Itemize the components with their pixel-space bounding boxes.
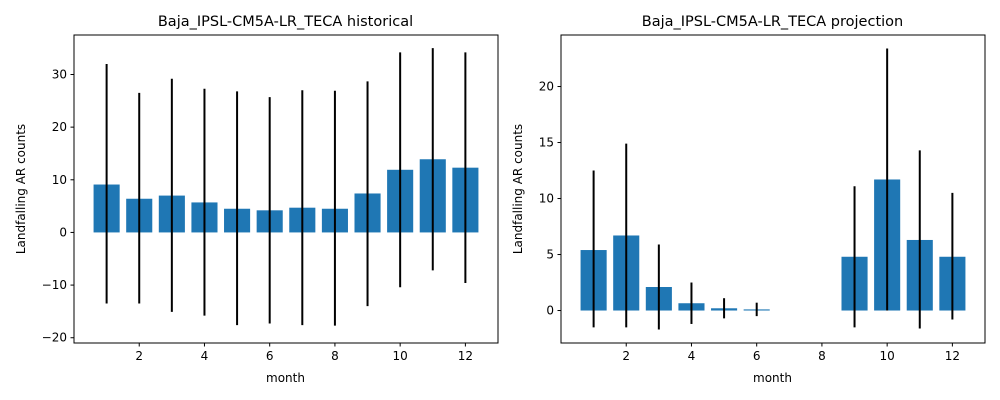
chart-historical: Baja_IPSL-CM5A-LR_TECA historical month … (14, 14, 499, 385)
y-tick-label: 10 (539, 192, 554, 206)
plot-area: 2 4 6 8 10 12 0 5 10 15 20 (539, 34, 986, 363)
y-tick-label: 20 (52, 120, 67, 134)
x-tick-label: 10 (393, 349, 408, 363)
x-tick-label: 8 (818, 349, 826, 363)
x-axis-label: month (266, 371, 305, 385)
x-tick-label: 2 (135, 349, 143, 363)
chart-title: Baja_IPSL-CM5A-LR_TECA projection (642, 14, 903, 30)
y-tick-label: 15 (539, 136, 554, 150)
y-tick-label: 5 (546, 248, 554, 262)
chart-projection: Baja_IPSL-CM5A-LR_TECA projection month … (511, 14, 986, 385)
x-tick-label: 12 (458, 349, 473, 363)
x-axis-label: month (753, 371, 792, 385)
y-tick-label: 10 (52, 173, 67, 187)
x-tick-label: 4 (688, 349, 696, 363)
x-tick-label: 2 (622, 349, 630, 363)
x-tick-label: 6 (266, 349, 274, 363)
axes-frame (560, 34, 986, 344)
x-tick-label: 6 (753, 349, 761, 363)
chart-title: Baja_IPSL-CM5A-LR_TECA historical (158, 14, 413, 30)
plot-area: 2 4 6 8 10 12 −20 −10 0 10 20 30 (42, 34, 499, 363)
y-tick-label: 20 (539, 80, 554, 94)
x-tick-label: 12 (945, 349, 960, 363)
x-tick-label: 4 (201, 349, 209, 363)
y-tick-label: 30 (52, 67, 67, 81)
x-tick-label: 10 (880, 349, 895, 363)
y-tick-label: 0 (59, 225, 67, 239)
x-tick-label: 8 (331, 349, 339, 363)
y-tick-label: −20 (42, 331, 67, 345)
y-axis-label: Landfalling AR counts (511, 124, 525, 254)
y-tick-label: −10 (42, 278, 67, 292)
axes-frame (73, 34, 499, 344)
y-tick-label: 0 (546, 304, 554, 318)
y-axis-label: Landfalling AR counts (14, 124, 28, 254)
